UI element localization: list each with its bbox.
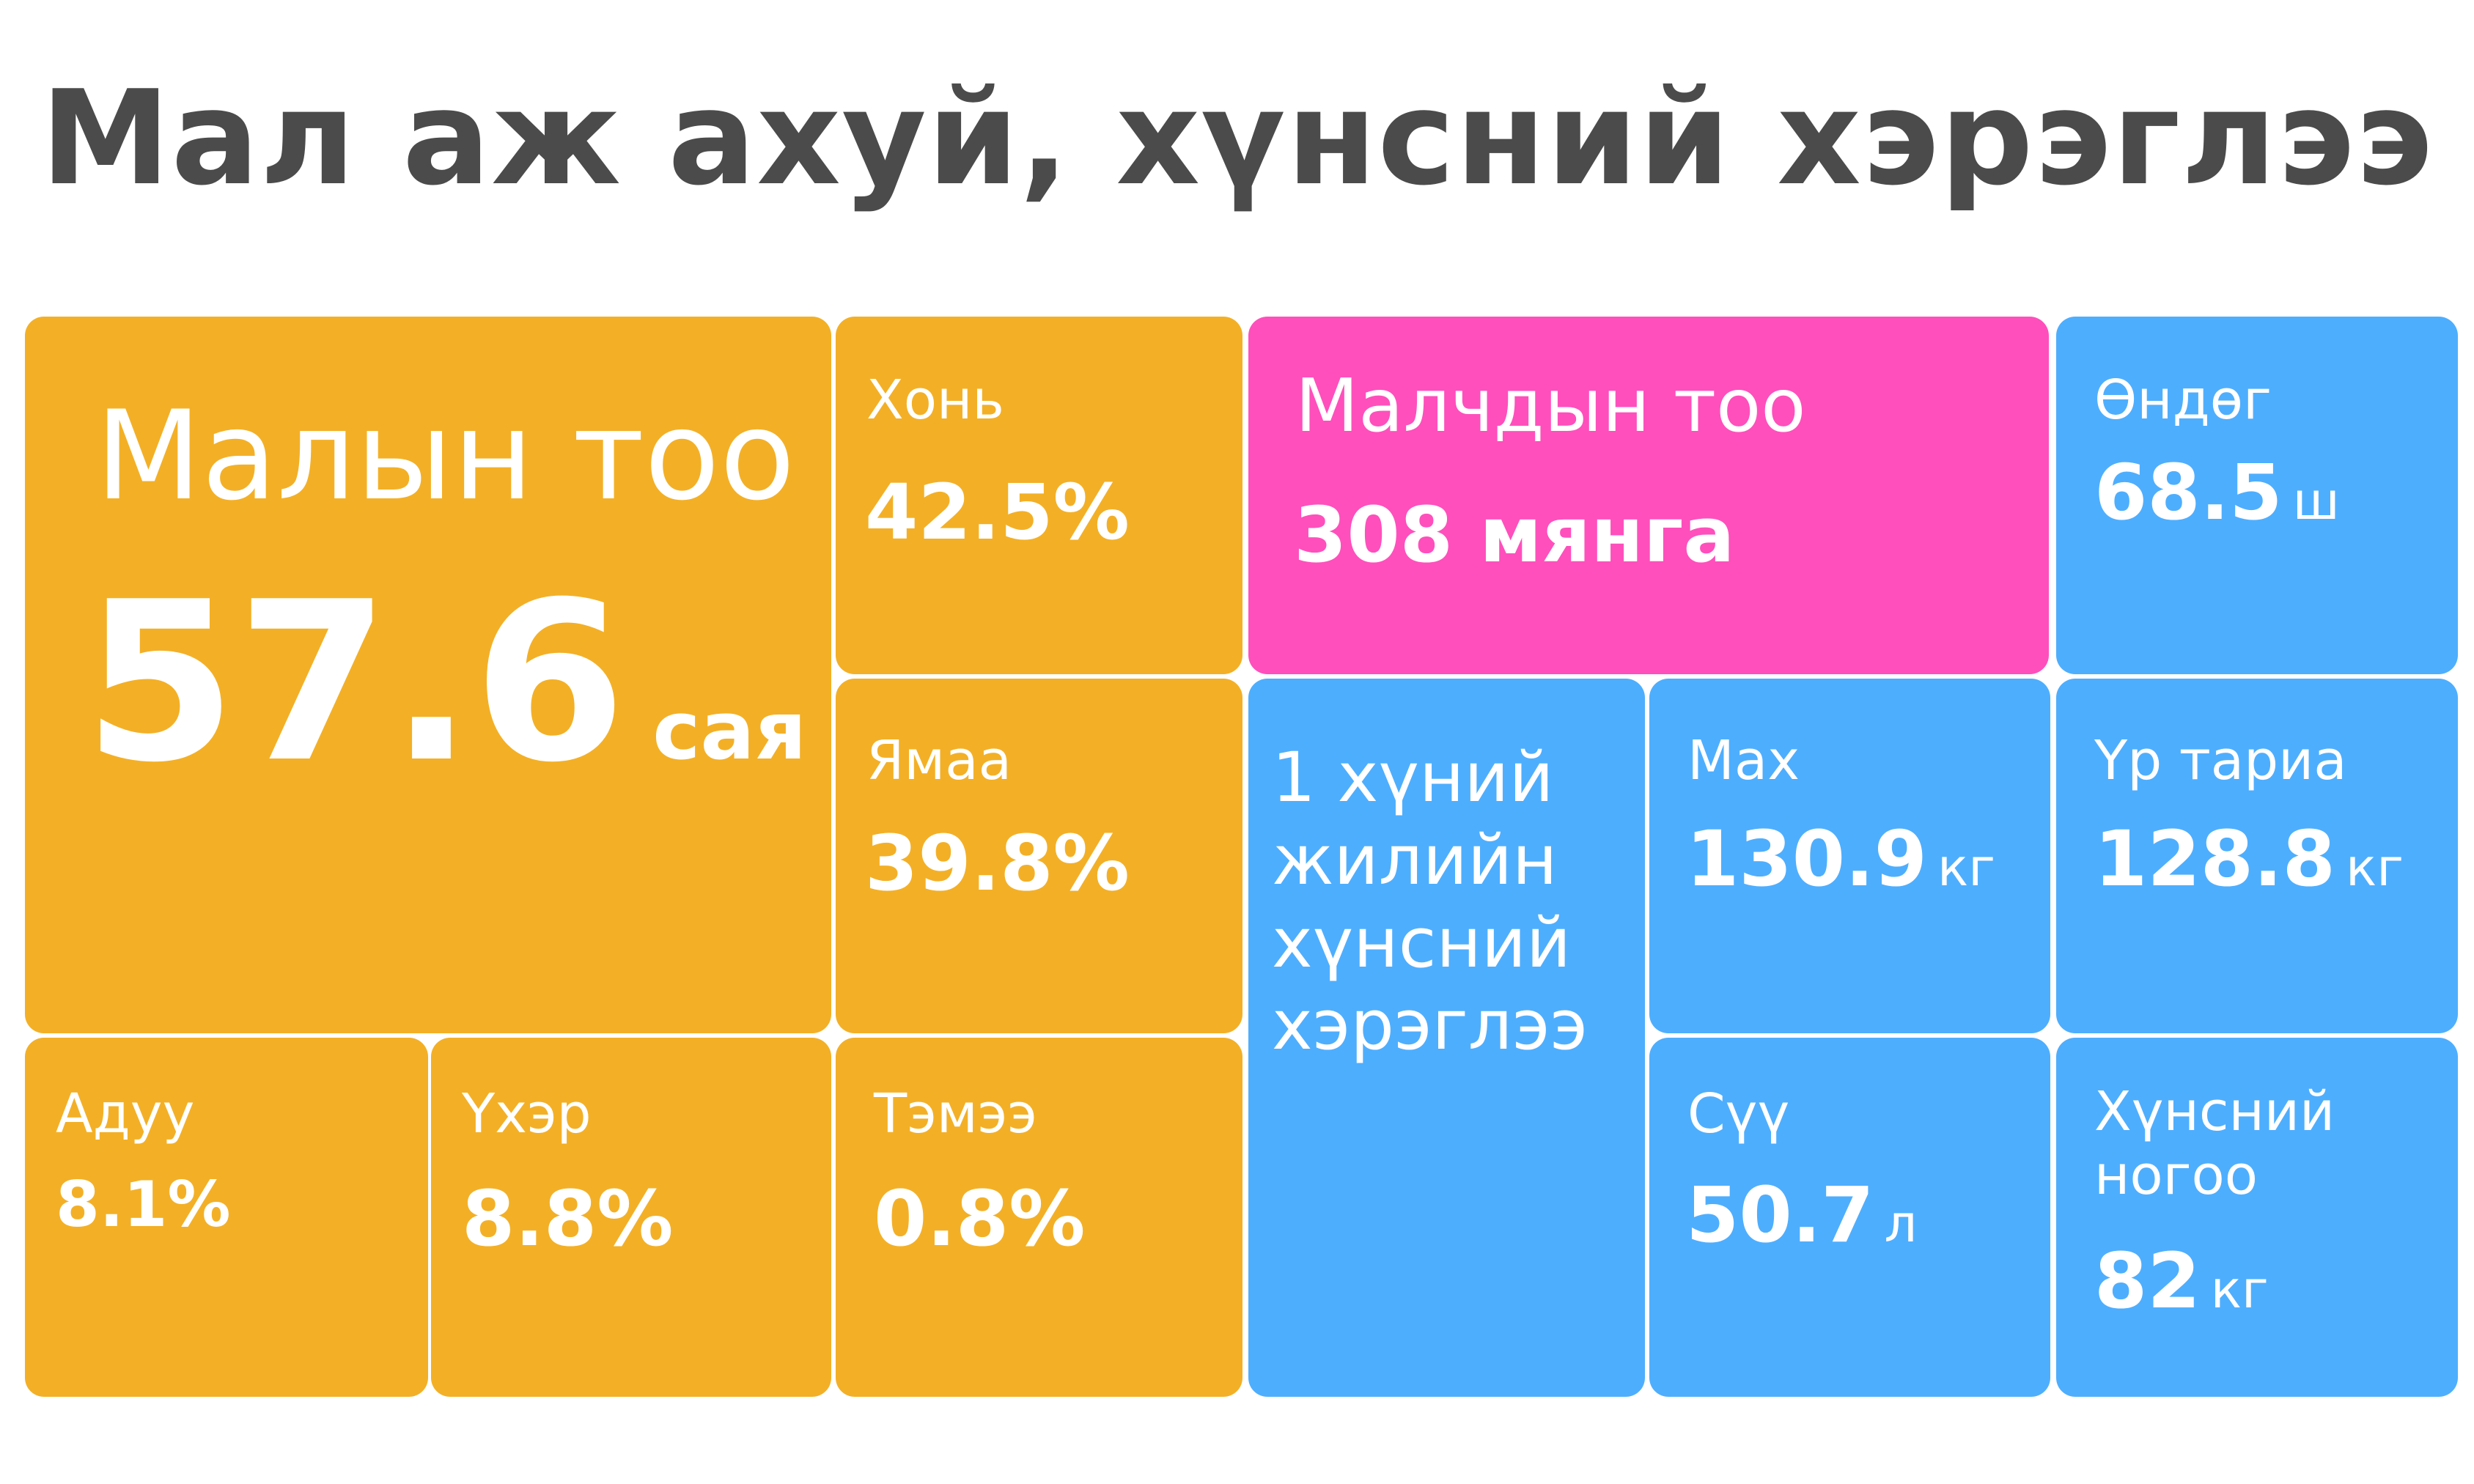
eggs-label: Өндөг bbox=[2094, 369, 2272, 432]
meat-number: 130.9 bbox=[1686, 814, 1927, 904]
milk-number: 50.7 bbox=[1686, 1170, 1874, 1260]
eggs-value: 68.5 ш bbox=[2094, 454, 2340, 531]
grain-value: 128.8 кг bbox=[2094, 821, 2404, 897]
camel-tile: Тэмээ 0.8% bbox=[836, 1038, 1242, 1397]
sheep-label: Хонь bbox=[866, 369, 1004, 432]
grain-tile: Үр тариа 128.8 кг bbox=[2056, 679, 2458, 1033]
herders-value: 308 мянга bbox=[1294, 490, 1735, 580]
consumption-header: 1 хүний жилийн хүнсний хэрэглээ bbox=[1272, 738, 1588, 1066]
herders-label: Малчдын тоо bbox=[1295, 363, 1806, 448]
horse-label: Адуу bbox=[56, 1082, 195, 1145]
herders-tile: Малчдын тоо 308 мянга bbox=[1248, 317, 2049, 674]
camel-value: 0.8% bbox=[874, 1174, 1086, 1263]
meat-value: 130.9 кг bbox=[1686, 821, 1995, 897]
vegetables-number: 82 bbox=[2094, 1236, 2201, 1326]
vegetables-tile: Хүнсний ногоо 82 кг bbox=[2056, 1038, 2458, 1397]
grain-unit: кг bbox=[2345, 838, 2404, 898]
eggs-number: 68.5 bbox=[2094, 448, 2283, 537]
livestock-total-number: 57.6 bbox=[84, 555, 627, 811]
horse-tile: Адуу 8.1% bbox=[25, 1038, 428, 1397]
meat-unit: кг bbox=[1937, 838, 1996, 898]
eggs-unit: ш bbox=[2292, 471, 2340, 531]
vegetables-unit: кг bbox=[2210, 1260, 2269, 1320]
vegetables-label: Хүнсний ногоо bbox=[2094, 1080, 2335, 1208]
cattle-tile: Үхэр 8.8% bbox=[431, 1038, 831, 1397]
horse-value: 8.1% bbox=[56, 1168, 231, 1241]
vegetables-value: 82 кг bbox=[2094, 1243, 2269, 1319]
goat-tile: Ямаа 39.8% bbox=[836, 679, 1242, 1033]
cattle-value: 8.8% bbox=[462, 1174, 674, 1263]
livestock-total-label: Малын тоо bbox=[95, 384, 795, 528]
meat-label: Мах bbox=[1687, 729, 1800, 792]
livestock-total-tile: Малын тоо 57.6 сая bbox=[25, 317, 831, 1033]
livestock-total-unit: сая bbox=[652, 684, 807, 778]
meat-tile: Мах 130.9 кг bbox=[1649, 679, 2050, 1033]
eggs-tile: Өндөг 68.5 ш bbox=[2056, 317, 2458, 674]
cattle-label: Үхэр bbox=[462, 1082, 592, 1145]
milk-label: Сүү bbox=[1687, 1082, 1790, 1145]
milk-unit: л bbox=[1884, 1194, 1918, 1254]
grain-label: Үр тариа bbox=[2094, 729, 2347, 792]
goat-value: 39.8% bbox=[865, 819, 1130, 908]
goat-label: Ямаа bbox=[866, 729, 1012, 792]
sheep-value: 42.5% bbox=[865, 468, 1130, 557]
sheep-tile: Хонь 42.5% bbox=[836, 317, 1242, 674]
consumption-header-tile: 1 хүний жилийн хүнсний хэрэглээ bbox=[1248, 679, 1645, 1397]
milk-tile: Сүү 50.7 л bbox=[1649, 1038, 2050, 1397]
livestock-total-value: 57.6 сая bbox=[84, 573, 806, 793]
page-title: Мал аж ахуй, хүнсний хэрэглээ bbox=[40, 62, 2434, 214]
milk-value: 50.7 л bbox=[1686, 1177, 1917, 1253]
camel-label: Тэмээ bbox=[874, 1082, 1037, 1145]
grain-number: 128.8 bbox=[2094, 814, 2335, 904]
